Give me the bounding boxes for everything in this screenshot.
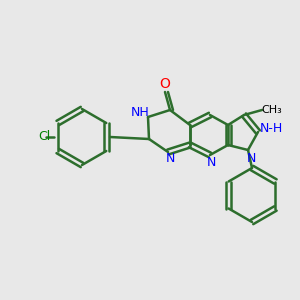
Text: N: N xyxy=(206,157,216,169)
Text: Cl: Cl xyxy=(38,130,50,143)
Text: O: O xyxy=(160,77,170,91)
Text: N: N xyxy=(165,152,175,166)
Text: N-H: N-H xyxy=(260,122,283,136)
Text: N: N xyxy=(246,152,256,164)
Text: CH₃: CH₃ xyxy=(262,105,282,115)
Text: NH: NH xyxy=(130,106,149,118)
